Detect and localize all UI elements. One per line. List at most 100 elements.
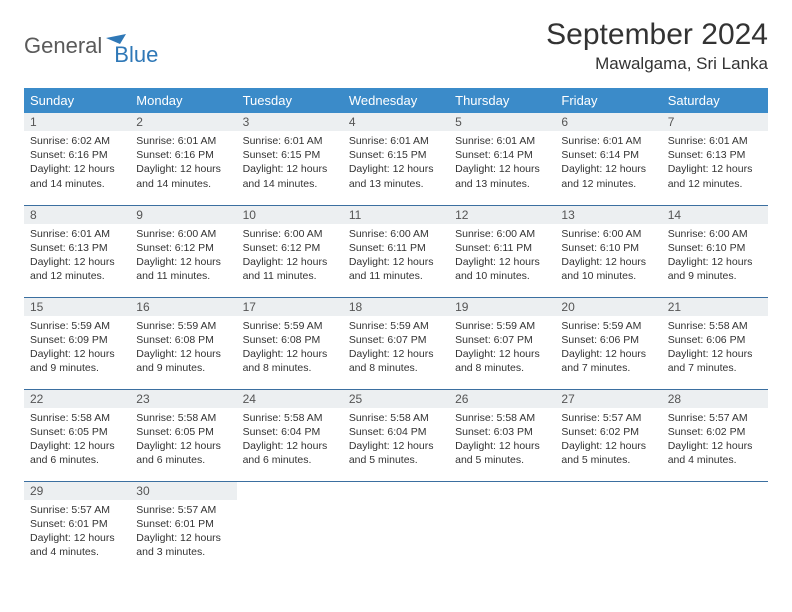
day-number: 1	[24, 113, 130, 131]
day-details: Sunrise: 5:59 AMSunset: 6:09 PMDaylight:…	[24, 316, 130, 380]
day-details: Sunrise: 6:00 AMSunset: 6:10 PMDaylight:…	[662, 224, 768, 288]
calendar-day-cell: 20Sunrise: 5:59 AMSunset: 6:06 PMDayligh…	[555, 297, 661, 389]
sunset-line: Sunset: 6:15 PM	[349, 148, 443, 162]
calendar-day-cell	[449, 481, 555, 573]
sunset-line: Sunset: 6:06 PM	[668, 333, 762, 347]
sunrise-line: Sunrise: 6:00 AM	[561, 227, 655, 241]
weekday-header: Saturday	[662, 88, 768, 113]
logo-word-2: Blue	[114, 42, 158, 68]
calendar-day-cell: 17Sunrise: 5:59 AMSunset: 6:08 PMDayligh…	[237, 297, 343, 389]
sunset-line: Sunset: 6:06 PM	[561, 333, 655, 347]
calendar-day-cell: 2Sunrise: 6:01 AMSunset: 6:16 PMDaylight…	[130, 113, 236, 205]
day-details: Sunrise: 5:58 AMSunset: 6:05 PMDaylight:…	[24, 408, 130, 472]
sunrise-line: Sunrise: 5:57 AM	[30, 503, 124, 517]
calendar-week-row: 1Sunrise: 6:02 AMSunset: 6:16 PMDaylight…	[24, 113, 768, 205]
daylight-line: Daylight: 12 hours and 13 minutes.	[349, 162, 443, 190]
calendar-week-row: 15Sunrise: 5:59 AMSunset: 6:09 PMDayligh…	[24, 297, 768, 389]
calendar-day-cell: 1Sunrise: 6:02 AMSunset: 6:16 PMDaylight…	[24, 113, 130, 205]
day-number: 27	[555, 390, 661, 408]
calendar-day-cell: 28Sunrise: 5:57 AMSunset: 6:02 PMDayligh…	[662, 389, 768, 481]
day-details: Sunrise: 5:58 AMSunset: 6:06 PMDaylight:…	[662, 316, 768, 380]
day-number: 23	[130, 390, 236, 408]
sunset-line: Sunset: 6:07 PM	[455, 333, 549, 347]
day-number: 4	[343, 113, 449, 131]
daylight-line: Daylight: 12 hours and 6 minutes.	[136, 439, 230, 467]
day-details: Sunrise: 5:59 AMSunset: 6:08 PMDaylight:…	[130, 316, 236, 380]
daylight-line: Daylight: 12 hours and 8 minutes.	[455, 347, 549, 375]
sunrise-line: Sunrise: 6:00 AM	[136, 227, 230, 241]
calendar-day-cell: 7Sunrise: 6:01 AMSunset: 6:13 PMDaylight…	[662, 113, 768, 205]
logo: General Blue	[24, 18, 158, 68]
sunset-line: Sunset: 6:12 PM	[243, 241, 337, 255]
day-details: Sunrise: 5:57 AMSunset: 6:01 PMDaylight:…	[130, 500, 236, 564]
sunrise-line: Sunrise: 6:00 AM	[668, 227, 762, 241]
sunset-line: Sunset: 6:14 PM	[561, 148, 655, 162]
sunrise-line: Sunrise: 5:58 AM	[136, 411, 230, 425]
calendar-table: SundayMondayTuesdayWednesdayThursdayFrid…	[24, 88, 768, 573]
daylight-line: Daylight: 12 hours and 9 minutes.	[136, 347, 230, 375]
calendar-body: 1Sunrise: 6:02 AMSunset: 6:16 PMDaylight…	[24, 113, 768, 573]
daylight-line: Daylight: 12 hours and 9 minutes.	[668, 255, 762, 283]
calendar-day-cell: 4 Sunrise: 6:01 AMSunset: 6:15 PMDaylight…	[343, 113, 449, 205]
sunset-line: Sunset: 6:07 PM	[349, 333, 443, 347]
daylight-line: Daylight: 12 hours and 8 minutes.	[243, 347, 337, 375]
daylight-line: Daylight: 12 hours and 8 minutes.	[349, 347, 443, 375]
day-number: 3	[237, 113, 343, 131]
daylight-line: Daylight: 12 hours and 12 minutes.	[561, 162, 655, 190]
day-number: 12	[449, 206, 555, 224]
calendar-day-cell	[662, 481, 768, 573]
calendar-day-cell: 26Sunrise: 5:58 AMSunset: 6:03 PMDayligh…	[449, 389, 555, 481]
day-details: Sunrise: 5:58 AMSunset: 6:05 PMDaylight:…	[130, 408, 236, 472]
daylight-line: Daylight: 12 hours and 9 minutes.	[30, 347, 124, 375]
sunrise-line: Sunrise: 5:59 AM	[243, 319, 337, 333]
day-details: Sunrise: 5:59 AMSunset: 6:07 PMDaylight:…	[449, 316, 555, 380]
sunset-line: Sunset: 6:04 PM	[349, 425, 443, 439]
day-details: Sunrise: 5:58 AMSunset: 6:04 PMDaylight:…	[237, 408, 343, 472]
sunrise-line: Sunrise: 5:57 AM	[136, 503, 230, 517]
sunrise-line: Sunrise: 5:57 AM	[561, 411, 655, 425]
calendar-day-cell: 18Sunrise: 5:59 AMSunset: 6:07 PMDayligh…	[343, 297, 449, 389]
day-details: Sunrise: 6:00 AMSunset: 6:11 PMDaylight:…	[449, 224, 555, 288]
sunset-line: Sunset: 6:10 PM	[561, 241, 655, 255]
daylight-line: Daylight: 12 hours and 7 minutes.	[561, 347, 655, 375]
sunset-line: Sunset: 6:16 PM	[30, 148, 124, 162]
sunset-line: Sunset: 6:15 PM	[243, 148, 337, 162]
daylight-line: Daylight: 12 hours and 5 minutes.	[349, 439, 443, 467]
calendar-day-cell: 15Sunrise: 5:59 AMSunset: 6:09 PMDayligh…	[24, 297, 130, 389]
calendar-day-cell	[237, 481, 343, 573]
weekday-header: Wednesday	[343, 88, 449, 113]
day-details: Sunrise: 6:00 AMSunset: 6:12 PMDaylight:…	[130, 224, 236, 288]
calendar-day-cell: 27Sunrise: 5:57 AMSunset: 6:02 PMDayligh…	[555, 389, 661, 481]
sunset-line: Sunset: 6:09 PM	[30, 333, 124, 347]
calendar-week-row: 8Sunrise: 6:01 AMSunset: 6:13 PMDaylight…	[24, 205, 768, 297]
sunset-line: Sunset: 6:01 PM	[136, 517, 230, 531]
calendar-day-cell: 8Sunrise: 6:01 AMSunset: 6:13 PMDaylight…	[24, 205, 130, 297]
sunrise-line: Sunrise: 6:00 AM	[455, 227, 549, 241]
calendar-day-cell: 11Sunrise: 6:00 AMSunset: 6:11 PMDayligh…	[343, 205, 449, 297]
sunrise-line: Sunrise: 5:58 AM	[30, 411, 124, 425]
daylight-line: Daylight: 12 hours and 6 minutes.	[243, 439, 337, 467]
day-number: 25	[343, 390, 449, 408]
sunset-line: Sunset: 6:16 PM	[136, 148, 230, 162]
sunset-line: Sunset: 6:12 PM	[136, 241, 230, 255]
day-details: Sunrise: 6:00 AMSunset: 6:11 PMDaylight:…	[343, 224, 449, 288]
sunrise-line: Sunrise: 6:00 AM	[243, 227, 337, 241]
day-number: 26	[449, 390, 555, 408]
sunset-line: Sunset: 6:11 PM	[455, 241, 549, 255]
calendar-day-cell: 29Sunrise: 5:57 AMSunset: 6:01 PMDayligh…	[24, 481, 130, 573]
day-number: 17	[237, 298, 343, 316]
day-number: 16	[130, 298, 236, 316]
day-number: 7	[662, 113, 768, 131]
day-details: Sunrise: 5:57 AMSunset: 6:02 PMDaylight:…	[555, 408, 661, 472]
daylight-line: Daylight: 12 hours and 4 minutes.	[30, 531, 124, 559]
calendar-day-cell: 13Sunrise: 6:00 AMSunset: 6:10 PMDayligh…	[555, 205, 661, 297]
calendar-day-cell: 12Sunrise: 6:00 AMSunset: 6:11 PMDayligh…	[449, 205, 555, 297]
daylight-line: Daylight: 12 hours and 10 minutes.	[455, 255, 549, 283]
sunset-line: Sunset: 6:02 PM	[561, 425, 655, 439]
calendar-day-cell: 16Sunrise: 5:59 AMSunset: 6:08 PMDayligh…	[130, 297, 236, 389]
sunrise-line: Sunrise: 6:01 AM	[349, 134, 443, 148]
daylight-line: Daylight: 12 hours and 4 minutes.	[668, 439, 762, 467]
day-details: Sunrise: 5:57 AMSunset: 6:01 PMDaylight:…	[24, 500, 130, 564]
sunset-line: Sunset: 6:02 PM	[668, 425, 762, 439]
calendar-day-cell: 30Sunrise: 5:57 AMSunset: 6:01 PMDayligh…	[130, 481, 236, 573]
